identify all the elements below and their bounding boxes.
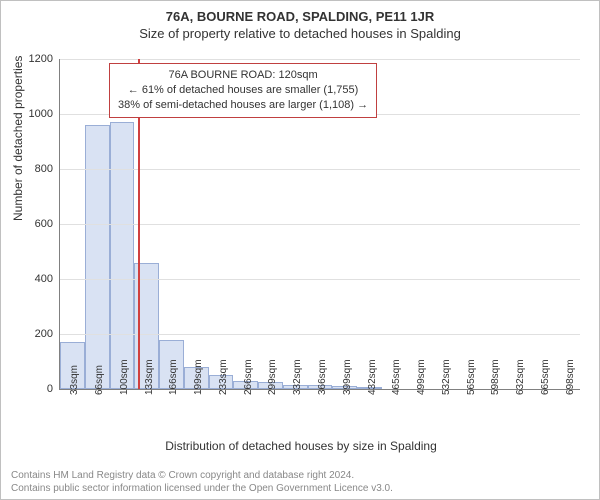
- ytick-label: 800: [13, 163, 53, 175]
- ytick-label: 0: [13, 383, 53, 395]
- footer: Contains HM Land Registry data © Crown c…: [11, 469, 393, 495]
- plot-wrap: 76A BOURNE ROAD: 120sqm ← 61% of detache…: [59, 59, 579, 389]
- ytick-label: 1200: [13, 53, 53, 65]
- ytick-label: 200: [13, 328, 53, 340]
- bar: [110, 122, 135, 389]
- annotation-box: 76A BOURNE ROAD: 120sqm ← 61% of detache…: [109, 63, 377, 118]
- chart-title-line2: Size of property relative to detached ho…: [1, 24, 599, 45]
- footer-line1: Contains HM Land Registry data © Crown c…: [11, 469, 393, 482]
- ytick-label: 1000: [13, 108, 53, 120]
- bar: [85, 125, 110, 389]
- annotation-line1: 76A BOURNE ROAD: 120sqm: [118, 68, 368, 83]
- x-axis-label: Distribution of detached houses by size …: [1, 439, 600, 453]
- ytick-label: 400: [13, 273, 53, 285]
- ytick-label: 600: [13, 218, 53, 230]
- chart-container: 76A, BOURNE ROAD, SPALDING, PE11 1JR Siz…: [0, 0, 600, 500]
- y-axis-label: Number of detached properties: [11, 56, 25, 221]
- chart-title-line1: 76A, BOURNE ROAD, SPALDING, PE11 1JR: [1, 1, 599, 24]
- footer-line2: Contains public sector information licen…: [11, 482, 393, 495]
- annotation-line2: ← 61% of detached houses are smaller (1,…: [118, 83, 368, 98]
- annotation-line3: 38% of semi-detached houses are larger (…: [118, 98, 368, 113]
